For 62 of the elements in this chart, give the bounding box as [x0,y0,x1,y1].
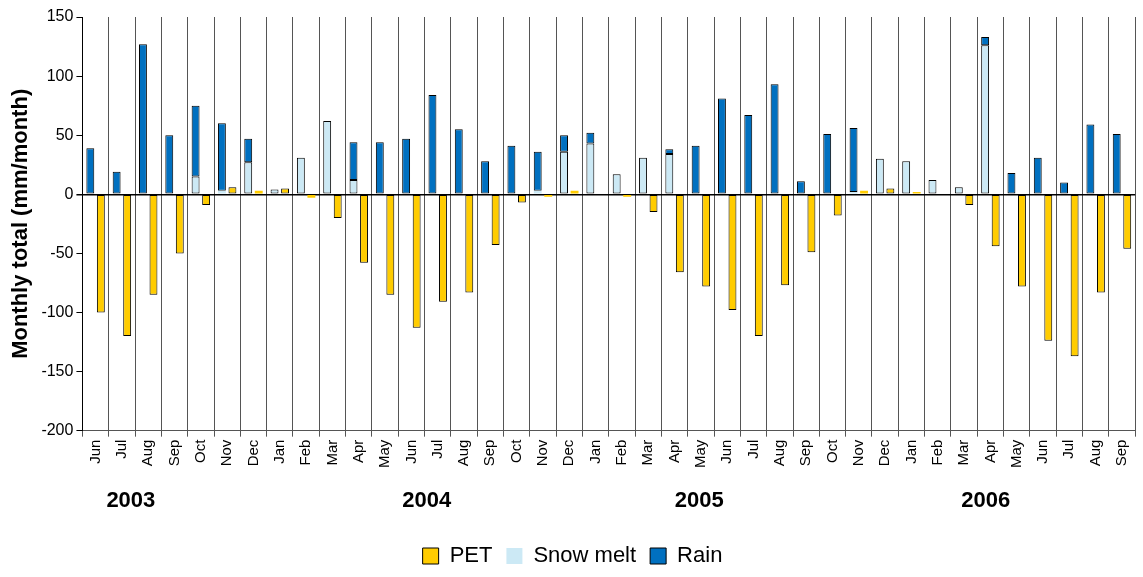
x-tick-label: Jun [85,439,103,464]
x-tick-label: Mar [638,439,656,466]
x-tick-label: Mar [322,439,340,466]
x-tick-label: May [1006,439,1024,469]
y-tick-label: 0 [64,184,74,202]
x-tick-label: Jan [269,439,287,464]
x-tick-label: Feb [612,439,630,466]
x-tick-label: Apr [980,439,998,464]
x-tick-label: Aug [769,439,787,467]
x-tick-label: Jan [901,439,919,464]
x-tick-label: Nov [848,439,866,467]
bar [570,190,579,194]
bar [533,190,542,194]
bar [860,190,869,194]
x-tick-label: Jul [743,439,761,459]
x-tick-label: Aug [454,439,472,467]
text: 2003 [106,487,156,513]
x-tick-label: Feb [927,439,945,466]
y-tick-label: -100 [41,302,74,320]
x-tick-label: Aug [138,439,156,467]
text: 2006 [961,487,1011,513]
x-tick-label: May [691,439,709,469]
y-tick-label: -200 [41,421,74,439]
x-tick-label: Oct [506,438,524,464]
bar [217,190,226,194]
x-tick-label: Oct [822,438,840,464]
x-tick-label: Sep [480,439,498,467]
legend-label: Rain [677,542,723,568]
text: 2004 [402,487,452,513]
bar [254,190,263,194]
x-tick-label: Feb [296,439,314,466]
legend-label: PET [449,542,493,568]
x-tick-label: Jun [717,439,735,464]
x-tick-label: Nov [533,439,551,467]
x-tick-label: Sep [796,439,814,467]
y-tick-label: -50 [50,243,74,261]
x-tick-label: Jul [112,439,130,459]
x-tick-label: Dec [875,439,893,467]
x-tick-label: Mar [954,439,972,466]
x-tick-label: Sep [164,439,182,467]
x-tick-label: Aug [1085,439,1103,467]
x-tick-label: Jul [427,439,445,459]
x-tick-label: Jun [1033,439,1051,464]
y-tick-label: 100 [46,66,74,84]
x-tick-label: May [375,439,393,469]
legend-label: Snow melt [533,542,637,568]
x-tick-label: Sep [1112,439,1130,467]
x-tick-label: Apr [348,439,366,464]
x-tick-label: Apr [664,439,682,464]
y-tick-label: 50 [55,125,74,143]
x-tick-label: Dec [243,439,261,467]
x-tick-label: Jul [1059,439,1077,459]
y-tick-label: -150 [41,361,74,379]
y-axis-title: Monthly total (mm/month) [7,88,33,359]
x-tick-label: Jun [401,439,419,464]
x-tick-label: Oct [190,438,208,464]
x-tick-label: Dec [559,439,577,467]
x-tick-label: Jan [585,439,603,464]
x-tick-label: Nov [217,439,235,467]
y-tick-label: 150 [46,7,74,25]
text: 2005 [674,487,724,513]
bar [307,195,316,198]
